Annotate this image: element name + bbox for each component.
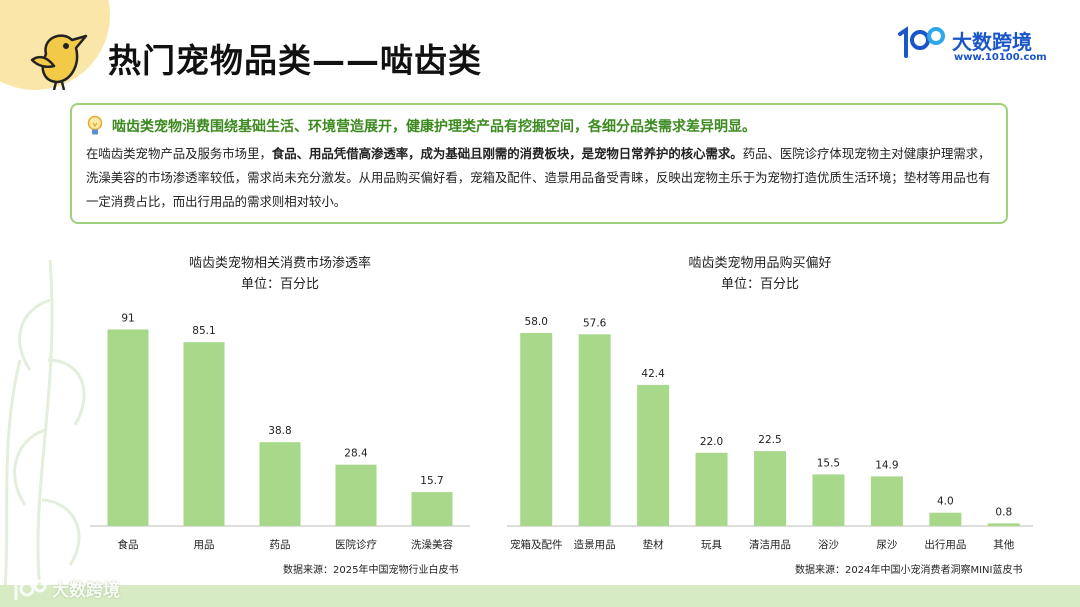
- data-label: 15.7: [420, 475, 443, 487]
- footer-logo: 大数跨境: [8, 576, 120, 601]
- data-label: 22.5: [758, 434, 781, 446]
- bar: [695, 452, 728, 526]
- bar: [578, 334, 611, 526]
- category-label: 清洁用品: [749, 538, 791, 551]
- bar: [335, 464, 377, 526]
- summary-text-1: 在啮齿类宠物产品及服务市场里，: [86, 146, 272, 161]
- summary-headline: 啮齿类宠物消费围绕基础生活、环境营造展开，健康护理类产品有挖掘空间，各细分品类需…: [112, 119, 756, 135]
- category-label: 其他: [993, 538, 1014, 551]
- category-label: 浴沙: [818, 539, 839, 551]
- purchase-preference-bar-chart: 58.0 宠箱及配件 57.6 造景用品 42.4 垫材 22.0 玩具 22.5 清洁用品 15.…: [507, 316, 1033, 551]
- category-label: 食品: [118, 538, 139, 551]
- brand-logo: 大数跨境 www.10100.com: [896, 24, 1056, 70]
- category-label: 垫材: [643, 538, 665, 551]
- lightbulb-icon: [87, 115, 103, 135]
- bar: [754, 451, 786, 526]
- summary-text-2: 药品、医院诊疗体现宠物主对健康护理需求，洗澡美容的市场渗透率较低，需求尚未充分激…: [86, 146, 991, 209]
- category-label: 用品: [194, 539, 215, 551]
- category-label: 出行用品: [924, 538, 966, 551]
- logo-10100-icon: [898, 26, 945, 58]
- summary-box: 啮齿类宠物消费围绕基础生活、环境营造展开，健康护理类产品有挖掘空间，各细分品类需…: [70, 103, 1008, 224]
- category-label: 医院诊疗: [335, 538, 377, 551]
- footer-logo-10100-icon: [9, 576, 47, 600]
- chart2-source: 数据来源：2024年中国小宠消费者洞察MINI蓝皮书: [795, 565, 1023, 576]
- bar: [637, 384, 670, 526]
- page-title: 热门宠物品类——啮齿类: [108, 41, 482, 80]
- chart2-unit: 单位：百分比: [720, 277, 799, 292]
- data-label: 57.6: [583, 317, 607, 329]
- category-label: 玩具: [701, 539, 723, 551]
- penetration-bar-chart: 91 食品 85.1 用品 38.8 药品 28.4 医院诊疗 15.7 洗澡美容: [90, 312, 470, 551]
- bar: [870, 476, 903, 526]
- leaf-decoration-icon: [3, 259, 86, 590]
- bar: [259, 442, 301, 526]
- data-label: 58.0: [525, 316, 548, 328]
- category-label: 宠箱及配件: [510, 538, 563, 551]
- bar: [107, 329, 149, 526]
- category-label: 药品: [270, 539, 291, 551]
- bar: [520, 332, 553, 526]
- data-label: 22.0: [700, 436, 723, 448]
- data-label: 28.4: [344, 448, 368, 460]
- logo-name: 大数跨境: [952, 30, 1032, 54]
- bar: [183, 342, 225, 526]
- bird-mascot-icon: [30, 34, 88, 90]
- data-label: 0.8: [995, 506, 1012, 518]
- bar: [987, 523, 1020, 526]
- data-label: 91: [121, 312, 134, 324]
- data-label: 38.8: [268, 425, 291, 437]
- chart1-title: 啮齿类宠物相关消费市场渗透率: [188, 256, 371, 271]
- data-label: 4.0: [937, 496, 954, 508]
- category-label: 尿沙: [876, 539, 897, 551]
- bar: [411, 492, 453, 526]
- summary-body: 在啮齿类宠物产品及服务市场里，食品、用品凭借高渗透率，成为基础且刚需的消费板块，…: [86, 142, 992, 214]
- logo-url: www.10100.com: [954, 52, 1047, 63]
- data-label: 42.4: [641, 368, 665, 380]
- summary-text-bold: 食品、用品凭借高渗透率，成为基础且刚需的消费板块，是宠物日常养护的核心需求。: [271, 146, 743, 161]
- category-label: 造景用品: [574, 538, 616, 551]
- bar: [929, 512, 962, 526]
- category-label: 洗澡美容: [411, 538, 453, 551]
- footer-logo-name: 大数跨境: [52, 581, 120, 601]
- chart1-unit: 单位：百分比: [240, 277, 319, 292]
- chart1-source: 数据来源：2025年中国宠物行业白皮书: [283, 565, 459, 576]
- data-label: 15.5: [817, 457, 840, 469]
- data-label: 14.9: [875, 459, 898, 471]
- data-label: 85.1: [192, 325, 215, 337]
- chart2-title: 啮齿类宠物用品购买偏好: [688, 256, 832, 271]
- bottom-band: [0, 585, 1080, 607]
- bar: [812, 474, 845, 526]
- summary-headline-row: 啮齿类宠物消费围绕基础生活、环境营造展开，健康护理类产品有挖掘空间，各细分品类需…: [86, 115, 992, 137]
